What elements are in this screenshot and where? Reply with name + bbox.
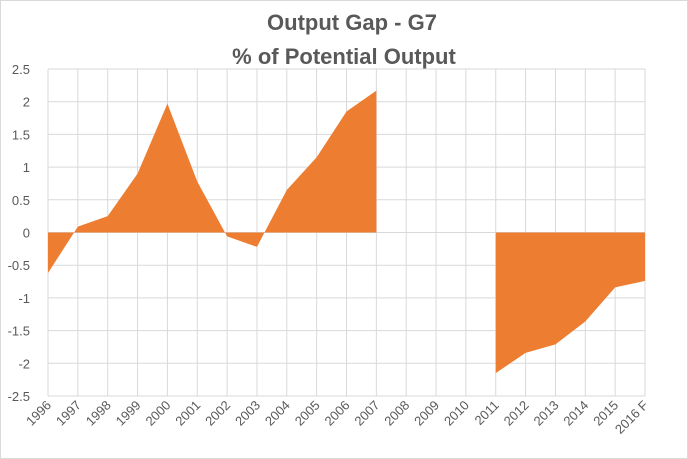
area-segment <box>495 232 645 374</box>
y-tick-label: 2.5 <box>12 62 30 77</box>
chart-subtitle: % of Potential Output <box>232 44 456 69</box>
y-axis: 2.5 2 1.5 1 0.5 0 -0.5 -1 -1.5 -2 -2.5 <box>8 62 30 404</box>
y-tick-label: -1.5 <box>8 324 30 339</box>
y-tick-label: -0.5 <box>8 258 30 273</box>
y-tick-label: -2.5 <box>8 389 30 404</box>
y-tick-label: 1.5 <box>12 127 30 142</box>
area-series <box>48 90 645 374</box>
y-tick-label: 2 <box>23 95 30 110</box>
y-tick-label: 1 <box>23 160 30 175</box>
area-segment <box>48 90 377 274</box>
chart-title: Output Gap - G7 <box>267 10 437 35</box>
y-tick-label: -2 <box>18 356 30 371</box>
y-tick-label: -1 <box>18 291 30 306</box>
y-tick-label: 0.5 <box>12 193 30 208</box>
y-tick-label: 0 <box>23 226 30 241</box>
